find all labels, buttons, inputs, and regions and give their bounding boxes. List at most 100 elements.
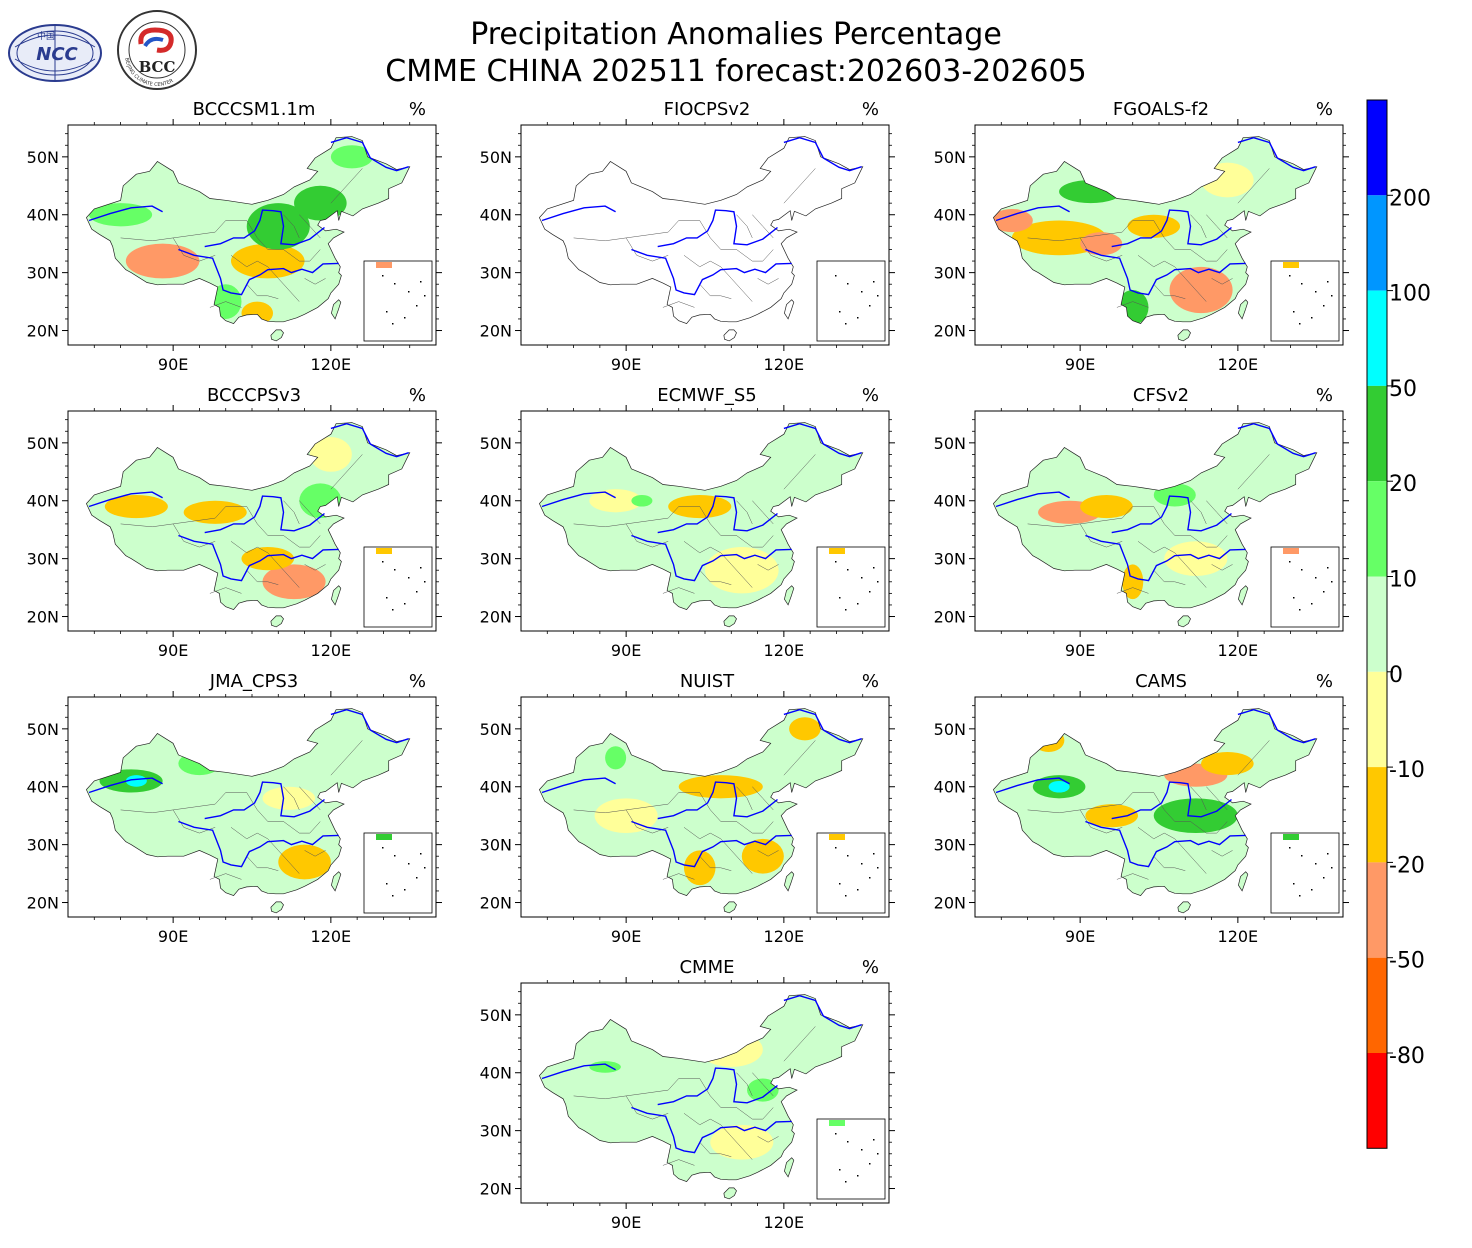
lat-label: 30N bbox=[27, 264, 59, 283]
inset-island bbox=[1299, 609, 1301, 611]
inset-island bbox=[1301, 855, 1303, 857]
province-boundary bbox=[1137, 827, 1175, 840]
river-line bbox=[541, 1063, 616, 1080]
panel-model-name: BCCCSM1.1m bbox=[193, 99, 316, 120]
river-line bbox=[657, 781, 778, 820]
river-line bbox=[204, 209, 325, 248]
lat-label: 50N bbox=[27, 148, 59, 167]
country-outline bbox=[992, 708, 1318, 897]
inset-island bbox=[1289, 275, 1291, 277]
map-panel: CMME % 50N 40N 30N 20N 90E 120E bbox=[480, 957, 895, 1232]
province-boundary bbox=[172, 237, 216, 262]
panel-unit: % bbox=[409, 385, 426, 406]
figure-subtitle: CMME CHINA 202511 forecast:202603-202605 bbox=[385, 54, 1086, 89]
province-boundary bbox=[720, 1124, 753, 1160]
province-boundary bbox=[267, 266, 300, 302]
river-line bbox=[1111, 209, 1232, 248]
lon-label: 90E bbox=[158, 927, 188, 946]
province-boundary bbox=[1122, 506, 1154, 519]
inset-fill bbox=[829, 834, 845, 840]
province-boundary bbox=[757, 1136, 779, 1143]
province-boundary bbox=[1237, 454, 1270, 490]
anomaly-region bbox=[747, 1078, 779, 1102]
province-boundary bbox=[246, 284, 279, 299]
province-boundary bbox=[699, 1078, 737, 1108]
hainan-outline bbox=[270, 901, 284, 914]
anomaly-region bbox=[1127, 214, 1181, 238]
anomaly-region bbox=[1122, 564, 1144, 600]
panel-unit: % bbox=[862, 957, 879, 978]
country-outline bbox=[538, 708, 864, 897]
inset-fill bbox=[829, 548, 845, 554]
province-boundary bbox=[1137, 541, 1175, 554]
inset-island bbox=[869, 877, 871, 879]
inset-island bbox=[420, 567, 422, 569]
province-boundary bbox=[625, 1095, 669, 1120]
province-boundary bbox=[172, 809, 216, 834]
lat-label: 50N bbox=[480, 434, 512, 453]
anomaly-region bbox=[241, 547, 295, 571]
province-boundary bbox=[230, 541, 268, 554]
lon-label: 90E bbox=[158, 641, 188, 660]
inset-island bbox=[1327, 853, 1329, 855]
anomaly-region bbox=[89, 203, 153, 227]
river-line bbox=[1085, 534, 1246, 582]
lat-label: 40N bbox=[480, 778, 512, 797]
province-boundary bbox=[246, 220, 284, 250]
panel-unit: % bbox=[1316, 671, 1333, 692]
anomaly-region bbox=[605, 746, 627, 770]
anomaly-region bbox=[183, 500, 247, 524]
inset-island bbox=[869, 591, 871, 593]
anomaly-region bbox=[230, 243, 305, 279]
province-boundary bbox=[1079, 523, 1123, 548]
anomaly-region bbox=[278, 844, 331, 880]
inset-island bbox=[847, 569, 849, 571]
anomaly-region bbox=[309, 437, 352, 472]
province-boundary bbox=[720, 838, 753, 874]
inset-island bbox=[1331, 867, 1333, 869]
province-boundary bbox=[215, 506, 247, 519]
lon-label: 120E bbox=[1218, 927, 1259, 946]
colorbar-frame bbox=[1366, 99, 1388, 1149]
panel-model-name: FGOALS-f2 bbox=[1113, 99, 1209, 120]
anomaly-region bbox=[589, 489, 642, 513]
province-boundary bbox=[625, 809, 669, 834]
lat-label: 30N bbox=[480, 264, 512, 283]
map-panel: ECMWF_S5 % 50N 40N 30N 20N 90E 120E bbox=[480, 385, 895, 660]
lon-label: 90E bbox=[611, 641, 641, 660]
lat-label: 20N bbox=[27, 894, 59, 913]
river-line bbox=[783, 708, 862, 744]
inset-island bbox=[1293, 311, 1295, 313]
inset-frame bbox=[363, 832, 433, 914]
lat-label: 30N bbox=[27, 550, 59, 569]
province-boundary bbox=[304, 564, 326, 571]
figure-title: Precipitation Anomalies Percentage bbox=[470, 17, 1002, 52]
inset-island bbox=[857, 317, 859, 319]
province-boundary bbox=[230, 255, 268, 268]
colorbar-segment bbox=[1367, 957, 1387, 1053]
inset-island bbox=[873, 281, 875, 283]
river-line bbox=[783, 994, 862, 1030]
province-boundary bbox=[757, 278, 779, 285]
river-line bbox=[1237, 136, 1316, 172]
anomaly-region bbox=[330, 145, 373, 169]
map-panel: FGOALS-f2 % 50N 40N 30N 20N 90E 120E bbox=[934, 99, 1349, 374]
inset-island bbox=[835, 847, 837, 849]
lat-label: 30N bbox=[27, 836, 59, 855]
anomaly-region bbox=[589, 1061, 621, 1073]
inset-island bbox=[382, 561, 384, 563]
colorbar-label: 0 bbox=[1389, 663, 1403, 688]
colorbar-label: -10 bbox=[1389, 758, 1425, 783]
province-boundary bbox=[736, 821, 774, 834]
lon-label: 120E bbox=[311, 641, 352, 660]
map-panel: NUIST % 50N 40N 30N 20N 90E 120E bbox=[480, 671, 895, 946]
river-line bbox=[330, 136, 409, 172]
inset-island bbox=[424, 581, 426, 583]
inset-island bbox=[857, 1175, 859, 1177]
river-line bbox=[88, 777, 163, 794]
anomaly-region bbox=[1201, 752, 1254, 776]
colorbar-label: -80 bbox=[1389, 1044, 1425, 1069]
lat-label: 50N bbox=[480, 1006, 512, 1025]
inset-island bbox=[408, 291, 410, 293]
river-line bbox=[204, 781, 325, 820]
